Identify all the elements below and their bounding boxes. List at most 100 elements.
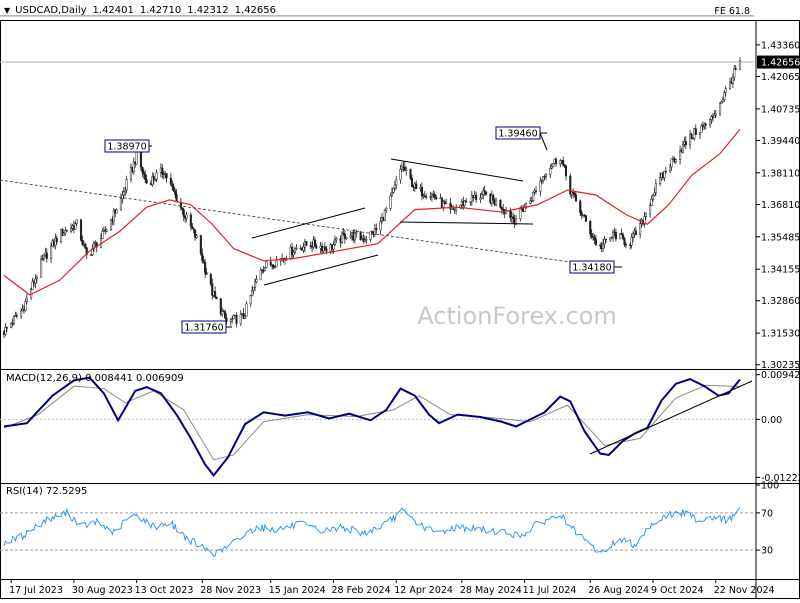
ohlc-low: 1.42312: [187, 4, 229, 16]
candle-body: [720, 101, 723, 104]
candle-body: [295, 248, 298, 250]
candle-body: [393, 184, 396, 189]
annotation-guide: [539, 132, 548, 151]
macd-tick-label: 0.00: [761, 415, 782, 426]
candle-body: [495, 199, 498, 205]
time-tick-label: 22 Nov 2024: [714, 585, 775, 596]
candle-body: [691, 137, 694, 140]
candle-body: [738, 60, 742, 70]
candle-body: [463, 200, 466, 206]
candle-body: [532, 191, 535, 201]
candle-body: [644, 213, 647, 217]
time-tick-label: 11 Jul 2024: [523, 585, 577, 596]
macd-main-line: [3, 376, 741, 477]
time-tick-label: 17 Jul 2023: [9, 585, 63, 596]
candle-body: [273, 266, 277, 268]
candle-body: [733, 68, 736, 78]
candle-body: [161, 167, 164, 175]
price-tick-label: 1.38110: [761, 168, 800, 179]
candle-body: [534, 190, 538, 192]
candle-body: [653, 192, 656, 196]
candle-body: [142, 172, 145, 175]
price-tick-label: 1.42065: [761, 72, 800, 83]
candle-body: [69, 228, 73, 232]
candle-body: [252, 287, 255, 291]
candle-body: [231, 318, 234, 320]
candle-body: [84, 243, 87, 249]
candle-body: [251, 289, 254, 296]
candle-body: [549, 168, 552, 176]
candle-body: [355, 232, 358, 234]
candle-body: [563, 164, 566, 167]
candle-body: [395, 179, 398, 186]
candle-body: [195, 235, 198, 238]
time-tick-label: 28 Feb 2024: [331, 585, 390, 596]
candle-body: [659, 177, 662, 184]
rsi-tick-label: 30: [761, 546, 773, 557]
candle-body: [363, 239, 366, 242]
candle-body: [121, 194, 124, 199]
candle-body: [559, 160, 562, 164]
dropdown-triangle-icon[interactable]: ▼: [4, 5, 11, 15]
fe-level-label: FE 61.8: [714, 6, 750, 17]
candle-body: [621, 234, 625, 239]
candle-body: [144, 173, 147, 180]
time-tick-label: 9 Oct 2024: [651, 585, 704, 596]
candle-body: [690, 133, 693, 139]
candle-body: [115, 209, 118, 214]
candle-body: [211, 283, 214, 296]
candle-body: [224, 311, 227, 319]
candle-body: [425, 196, 428, 198]
candle-body: [333, 239, 336, 245]
candle-body: [181, 207, 184, 210]
candle-body: [89, 254, 93, 256]
candle-body: [650, 199, 653, 206]
candle-body: [592, 236, 595, 238]
candle-body: [469, 201, 472, 203]
candle-body: [430, 193, 433, 197]
candle-body: [205, 272, 208, 275]
candle-body: [593, 237, 596, 240]
candle-body: [554, 158, 558, 164]
candle-body: [365, 239, 368, 241]
candle-body: [269, 261, 272, 265]
candle-body: [403, 166, 406, 171]
candle-body: [519, 207, 522, 220]
candle-body: [194, 229, 197, 238]
candle-body: [499, 199, 502, 208]
candle-body: [580, 212, 583, 216]
candle-body: [630, 237, 633, 246]
candle-body: [15, 315, 18, 317]
candle-body: [253, 281, 257, 288]
ohlc-open: 1.42401: [92, 4, 134, 16]
candle-body: [723, 92, 726, 101]
candle-body: [323, 246, 326, 249]
moving-average-line: [3, 128, 741, 296]
price-annotation-label: 1.38970: [107, 142, 146, 153]
candle-body: [482, 190, 485, 195]
candle-body: [12, 316, 16, 324]
candle-body: [700, 125, 703, 133]
candle-body: [209, 274, 212, 285]
candle-body: [105, 229, 108, 232]
candle-body: [590, 233, 593, 237]
time-tick-label: 28 Nov 2023: [200, 585, 261, 596]
time-tick-label: 15 Jan 2024: [269, 585, 326, 596]
candle-body: [589, 221, 592, 234]
candle-body: [492, 194, 495, 201]
candle-body: [674, 159, 677, 163]
candle-body: [612, 231, 615, 238]
price-tick-label: 1.35485: [761, 232, 800, 243]
candle-body: [383, 209, 386, 221]
candle-body: [62, 232, 65, 236]
candle-body: [651, 194, 655, 200]
candle-body: [663, 171, 666, 179]
price-tick-label: 1.36810: [761, 200, 800, 211]
candle-body: [624, 244, 627, 246]
macd-trendline: [589, 380, 753, 455]
candle-body: [239, 314, 242, 324]
candle-body: [35, 277, 38, 280]
candle-body: [125, 179, 128, 191]
